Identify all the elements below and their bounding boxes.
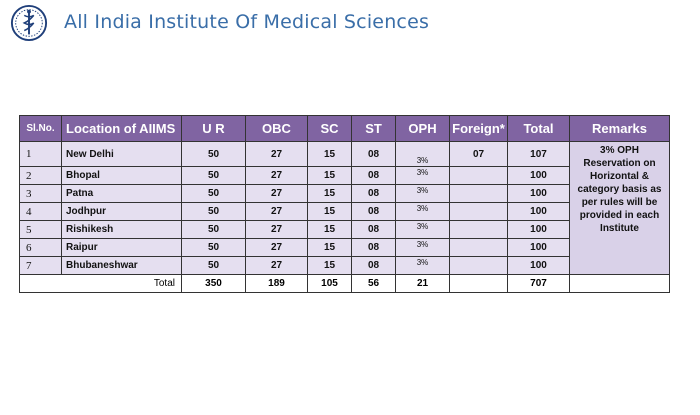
cell-foreign [449,238,508,257]
col-header-slno: Sl.No. [19,115,62,142]
col-header-sc: SC [307,115,352,142]
cell-st: 08 [351,220,396,239]
col-header-location: Location of AIIMS [61,115,182,142]
cell-slno: 2 [19,166,62,185]
cell-total: 100 [507,220,570,239]
total-oph: 21 [395,274,450,293]
col-header-ur: U R [181,115,246,142]
cell-ur: 50 [181,141,246,167]
cell-sc: 15 [307,166,352,185]
cell-ur: 50 [181,166,246,185]
cell-sc: 15 [307,238,352,257]
total-ur: 350 [181,274,246,293]
cell-ur: 50 [181,238,246,257]
cell-location: Jodhpur [61,202,182,221]
table-header-row: Sl.No. Location of AIIMS U R OBC SC ST O… [19,115,670,142]
table-row: 7 Bhubaneshwar 50 27 15 08 3% 100 [19,256,670,275]
cell-st: 08 [351,256,396,275]
page-header: All India Institute Of Medical Sciences [0,0,700,52]
col-header-oph: OPH [395,115,450,142]
cell-oph: 3% [395,166,450,185]
cell-foreign [449,166,508,185]
cell-ur: 50 [181,184,246,203]
col-header-total: Total [507,115,570,142]
col-header-foreign: Foreign* [449,115,508,142]
cell-st: 08 [351,202,396,221]
table-row: 1 New Delhi 50 27 15 08 3% 07 107 3% OPH… [19,141,670,275]
table-row: 3 Patna 50 27 15 08 3% 100 [19,184,670,203]
cell-oph: 3% [395,202,450,221]
cell-location: Bhopal [61,166,182,185]
cell-foreign [449,202,508,221]
cell-st: 08 [351,166,396,185]
cell-total: 100 [507,202,570,221]
cell-oph: 3% [395,220,450,239]
cell-slno: 3 [19,184,62,203]
site-title[interactable]: All India Institute Of Medical Sciences [64,11,430,33]
cell-foreign [449,184,508,203]
cell-obc: 27 [245,166,308,185]
cell-slno: 5 [19,220,62,239]
cell-ur: 50 [181,202,246,221]
table-row: 5 Rishikesh 50 27 15 08 3% 100 [19,220,670,239]
cell-slno: 6 [19,238,62,257]
cell-oph: 3% [395,141,450,167]
col-header-st: ST [351,115,396,142]
cell-location: New Delhi [61,141,182,167]
cell-st: 08 [351,141,396,167]
cell-location: Bhubaneshwar [61,256,182,275]
cell-st: 08 [351,184,396,203]
cell-obc: 27 [245,184,308,203]
total-obc: 189 [245,274,308,293]
total-st: 56 [351,274,396,293]
cell-total: 100 [507,184,570,203]
cell-oph: 3% [395,238,450,257]
cell-sc: 15 [307,202,352,221]
cell-foreign [449,256,508,275]
table-total-row: Total 350 189 105 56 21 707 [19,274,670,293]
cell-remarks: 3% OPH Reservation on Horizontal & categ… [569,141,670,275]
cell-total: 100 [507,238,570,257]
cell-obc: 27 [245,220,308,239]
cell-foreign [449,220,508,239]
cell-sc: 15 [307,141,352,167]
cell-obc: 27 [245,141,308,167]
cell-location: Raipur [61,238,182,257]
total-remarks-blank [569,274,670,293]
cell-obc: 27 [245,202,308,221]
cell-oph: 3% [395,184,450,203]
cell-obc: 27 [245,256,308,275]
cell-location: Rishikesh [61,220,182,239]
cell-oph: 3% [395,256,450,275]
cell-location: Patna [61,184,182,203]
cell-total: 100 [507,166,570,185]
cell-obc: 27 [245,238,308,257]
aiims-emblem-icon [10,4,48,42]
total-total: 707 [507,274,570,293]
total-label: Total [19,274,182,293]
cell-slno: 7 [19,256,62,275]
cell-ur: 50 [181,220,246,239]
cell-sc: 15 [307,184,352,203]
cell-st: 08 [351,238,396,257]
cell-total: 107 [507,141,570,167]
cell-sc: 15 [307,256,352,275]
total-sc: 105 [307,274,352,293]
cell-slno: 4 [19,202,62,221]
cell-total: 100 [507,256,570,275]
col-header-remarks: Remarks [569,115,670,142]
seat-distribution-table: Sl.No. Location of AIIMS U R OBC SC ST O… [19,115,670,293]
cell-sc: 15 [307,220,352,239]
table-row: 4 Jodhpur 50 27 15 08 3% 100 [19,202,670,221]
col-header-obc: OBC [245,115,308,142]
cell-slno: 1 [19,141,62,167]
cell-foreign: 07 [449,141,508,167]
total-foreign [449,274,508,293]
cell-ur: 50 [181,256,246,275]
